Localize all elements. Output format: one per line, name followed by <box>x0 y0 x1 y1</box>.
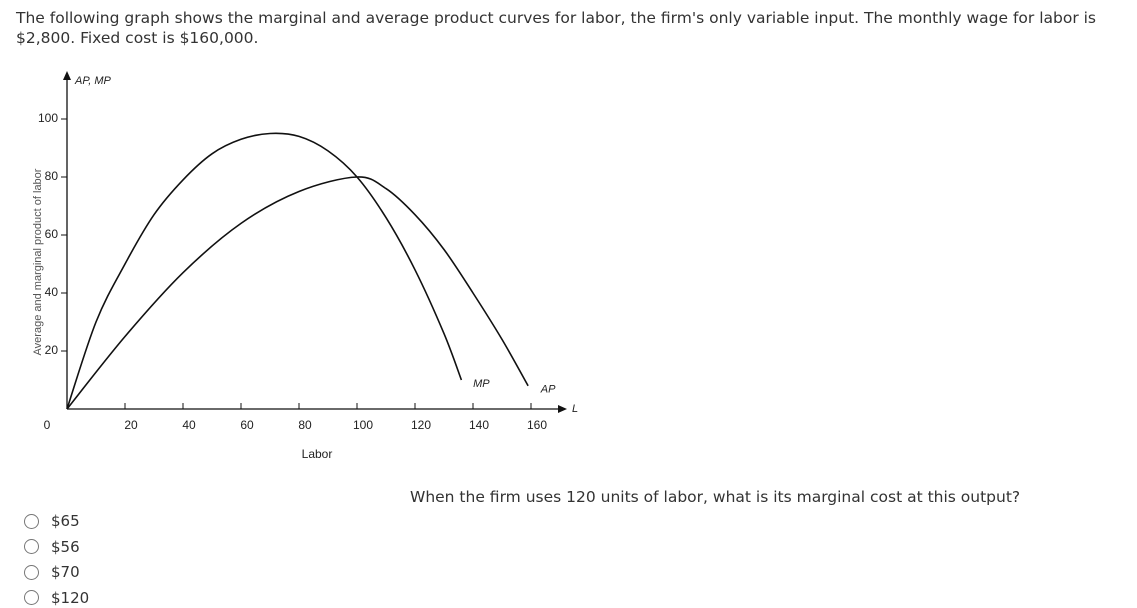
x-tick-label: 40 <box>182 418 196 432</box>
curve <box>66 176 529 410</box>
x-tick-label: 80 <box>298 418 312 432</box>
curve <box>66 132 463 410</box>
radio-button[interactable] <box>24 564 39 580</box>
x-tick-label: 60 <box>240 418 254 432</box>
option[interactable]: $65 <box>24 512 80 530</box>
y-tick-label: 40 <box>45 285 59 299</box>
option-label: $65 <box>51 512 80 530</box>
x-axis-arrow <box>558 405 567 413</box>
curve-label: AP <box>540 384 556 396</box>
x-tick-label: 160 <box>527 418 547 432</box>
option[interactable]: $70 <box>24 563 80 581</box>
x-tick-label: 140 <box>469 418 489 432</box>
radio-button[interactable] <box>24 513 39 529</box>
intro-text: The following graph shows the marginal a… <box>16 9 1096 47</box>
y-tick-label: 80 <box>45 169 59 183</box>
x-axis-label: Labor <box>302 447 333 461</box>
y-tick-label: 100 <box>38 111 58 125</box>
option-label: $70 <box>51 563 80 581</box>
x-axis-end-label: L <box>572 403 578 415</box>
x-tick-label: 0 <box>44 418 51 432</box>
x-tick-label: 100 <box>353 418 373 432</box>
curve-label: MP <box>473 378 490 390</box>
option[interactable]: $120 <box>24 589 89 607</box>
y-tick-label: 20 <box>45 343 59 357</box>
chart: AP, MP L Average and marginal product of… <box>32 71 578 461</box>
radio-button[interactable] <box>24 539 39 554</box>
y-axis-title: AP, MP <box>74 75 112 87</box>
y-axis-label: Average and marginal product of labor <box>32 168 44 355</box>
question: When the firm uses 120 units of labor, w… <box>410 488 1021 506</box>
y-tick-label: 60 <box>45 227 59 241</box>
option-label: $120 <box>51 588 90 607</box>
x-tick-label: 20 <box>124 418 138 432</box>
option[interactable]: $56 <box>24 538 80 556</box>
y-axis-arrow <box>63 71 71 80</box>
x-tick-label: 120 <box>411 418 431 432</box>
radio-button[interactable] <box>24 590 39 605</box>
option-label: $56 <box>51 537 80 556</box>
